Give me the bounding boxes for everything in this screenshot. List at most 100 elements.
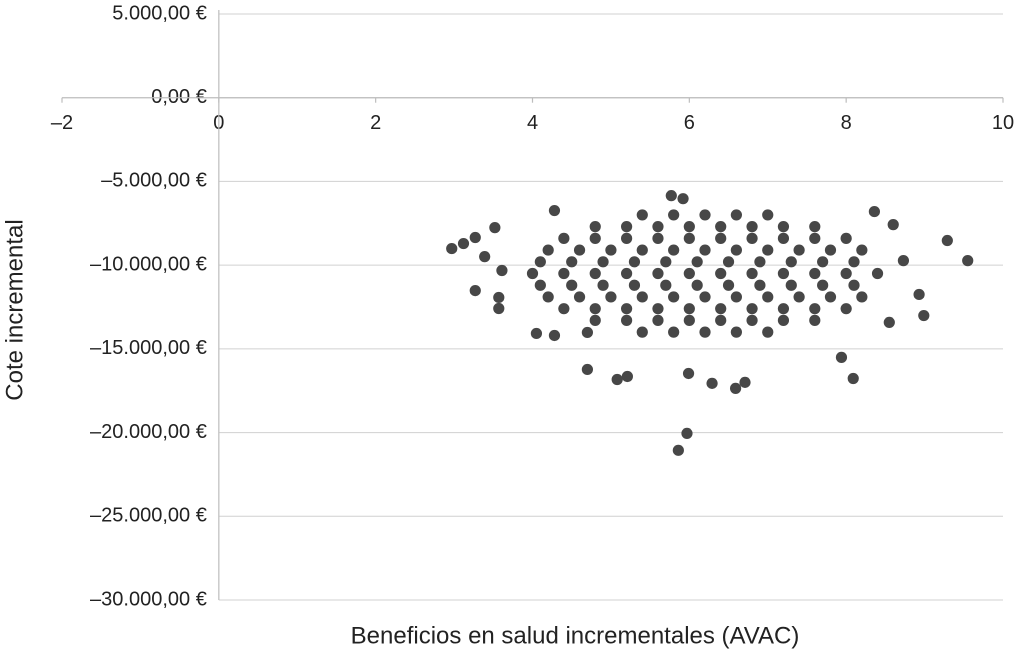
point: [913, 288, 925, 301]
point: [699, 326, 711, 338]
point: [715, 314, 727, 326]
y-axis-title: Cote incremental: [1, 219, 28, 400]
point: [848, 279, 860, 291]
point: [489, 222, 501, 234]
point: [777, 232, 790, 244]
point: [715, 232, 727, 244]
point: [683, 221, 695, 233]
point: [683, 267, 695, 280]
point: [548, 204, 561, 217]
point: [730, 291, 742, 303]
point: [558, 303, 570, 315]
x-tick-label: –2: [51, 112, 73, 134]
point: [660, 279, 672, 291]
point: [809, 303, 821, 315]
point: [530, 327, 543, 340]
point: [691, 256, 703, 268]
point: [691, 279, 703, 291]
point: [840, 232, 852, 244]
point: [897, 255, 910, 267]
point: [605, 244, 617, 256]
point: [699, 244, 711, 256]
y-tick-label: –20.000,00 €: [90, 421, 207, 443]
point: [683, 232, 695, 244]
point: [785, 279, 797, 291]
point: [573, 244, 586, 256]
point: [589, 303, 601, 315]
point: [722, 256, 735, 268]
point: [777, 221, 790, 233]
point: [840, 303, 852, 315]
point: [809, 221, 821, 233]
point: [762, 326, 774, 338]
point: [457, 237, 470, 250]
point: [597, 279, 609, 291]
x-tick-label: 6: [684, 112, 695, 134]
point: [941, 234, 953, 247]
point: [682, 367, 695, 380]
point: [856, 291, 868, 303]
point: [566, 279, 578, 291]
point: [817, 256, 829, 268]
point: [605, 291, 617, 303]
point: [542, 291, 554, 303]
point: [652, 303, 664, 315]
point: [665, 190, 677, 202]
point: [809, 314, 821, 326]
point: [715, 303, 727, 315]
point: [581, 326, 593, 339]
point: [817, 279, 829, 291]
point: [715, 267, 727, 280]
point: [589, 232, 601, 244]
point: [469, 231, 481, 244]
point: [835, 351, 848, 363]
point: [493, 302, 505, 315]
point: [856, 244, 868, 256]
point: [628, 256, 641, 268]
point: [581, 363, 593, 376]
point: [754, 256, 766, 268]
point: [469, 284, 481, 297]
point: [628, 279, 641, 291]
point: [793, 244, 805, 256]
point: [636, 209, 648, 221]
point: [558, 267, 570, 280]
point: [729, 382, 742, 394]
point: [573, 291, 586, 303]
point: [785, 256, 797, 268]
point: [746, 232, 758, 244]
point: [672, 444, 684, 456]
point: [621, 303, 633, 315]
point: [706, 377, 718, 389]
point: [534, 256, 546, 268]
point: [847, 372, 859, 385]
point: [621, 267, 633, 280]
point: [621, 370, 633, 383]
point: [824, 244, 837, 256]
point: [479, 251, 491, 263]
point: [636, 326, 648, 338]
point: [762, 291, 774, 303]
point: [754, 279, 766, 291]
point: [668, 244, 680, 256]
point: [652, 232, 664, 244]
point: [730, 244, 742, 256]
point: [809, 232, 821, 244]
point: [746, 314, 758, 326]
point: [746, 221, 758, 233]
point: [883, 316, 895, 329]
x-tick-label: 8: [841, 112, 852, 134]
point: [681, 427, 693, 440]
point: [668, 209, 680, 221]
y-tick-label: –25.000,00 €: [90, 505, 207, 527]
point: [652, 221, 664, 233]
point: [496, 264, 508, 277]
point: [762, 209, 774, 221]
point: [636, 244, 648, 256]
point: [660, 256, 672, 268]
point: [621, 232, 633, 244]
x-axis-title: Beneficios en salud incrementales (AVAC): [351, 622, 800, 649]
point: [868, 205, 880, 218]
x-tick-label: 10: [992, 112, 1014, 134]
point: [526, 267, 539, 280]
